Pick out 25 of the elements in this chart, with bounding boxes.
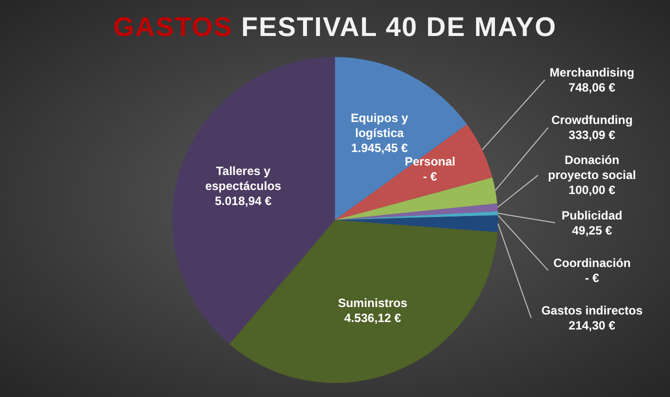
pie-slice xyxy=(335,124,492,220)
slice-label: Talleres y espectáculos xyxy=(205,164,282,194)
slice-label: Publicidad xyxy=(562,208,622,222)
chart-title: GASTOS FESTIVAL 40 DE MAYO xyxy=(113,12,557,42)
slice-label: Equipos y logística xyxy=(350,110,408,140)
data-label: 4.536,12 € xyxy=(344,310,402,325)
slice-label: Donación proyecto social xyxy=(548,153,636,182)
text: - € xyxy=(423,170,438,184)
text: - € xyxy=(584,270,600,285)
data-label: 748,06 € xyxy=(568,80,616,94)
pie-slice xyxy=(229,220,498,383)
slice-label: Crowdfunding xyxy=(551,113,633,128)
pie-slice xyxy=(335,57,468,220)
category-label: Coordinación xyxy=(553,256,631,270)
data-label: 333,09 € xyxy=(568,128,616,142)
slice-label: Suministros xyxy=(338,296,408,310)
pie-slice xyxy=(335,203,498,220)
data-label: 1.945,45 € xyxy=(351,140,408,155)
slice-label: Gastos indirectos xyxy=(541,304,643,318)
pie-slice xyxy=(172,57,335,344)
data-label: 100,00 € xyxy=(568,183,616,198)
data-label: 5.018,94 € xyxy=(214,194,272,208)
data-label: 49,25 € xyxy=(572,223,612,238)
slice-label: Merchandising xyxy=(550,66,634,80)
data-label: 214,30 € xyxy=(568,318,616,332)
